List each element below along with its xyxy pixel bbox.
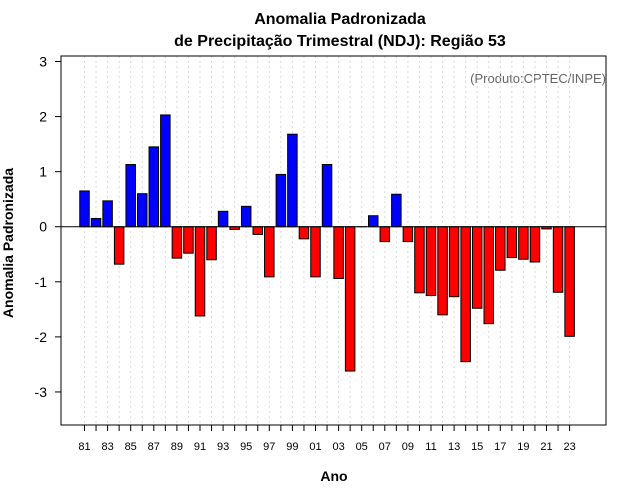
x-tick-label: 93 [217, 441, 229, 453]
x-tick-label: 11 [425, 441, 436, 453]
bar-97 [264, 226, 275, 278]
bar-14 [460, 226, 471, 363]
bar-23 [564, 226, 575, 337]
x-tick-label: 89 [171, 441, 183, 453]
bar-89 [171, 226, 183, 259]
bar-07 [379, 226, 391, 243]
bar-19 [518, 226, 529, 260]
bar-95 [240, 205, 252, 228]
x-tick-label: 97 [263, 441, 275, 453]
x-tick-label: 15 [471, 441, 483, 453]
bar-85 [125, 164, 136, 228]
x-tick-label: 95 [240, 441, 252, 453]
bar-12 [437, 226, 448, 316]
bar-99 [287, 133, 298, 228]
credit-text: (Produto:CPTEC/INPE) [470, 71, 606, 86]
bars [79, 114, 575, 372]
bar-13 [448, 226, 460, 298]
bar-16 [483, 226, 494, 325]
x-tick-label: 85 [125, 441, 137, 453]
bar-18 [506, 226, 518, 259]
x-tick-label: 23 [563, 441, 575, 453]
bar-88 [160, 114, 171, 228]
bar-90 [183, 226, 194, 254]
x-tick-label: 03 [332, 441, 344, 453]
bar-83 [102, 200, 113, 228]
x-tick-label: 87 [148, 441, 160, 453]
chart-title-line1: Anomalia Padronizada [254, 11, 426, 28]
x-tick-label: 99 [286, 441, 298, 453]
x-tick-label: 21 [540, 441, 552, 453]
plot-frame [60, 55, 607, 426]
x-tick-label: 91 [194, 441, 206, 453]
x-tick-label: 83 [101, 441, 113, 453]
bar-10 [414, 226, 425, 294]
y-tick-label: -3 [35, 384, 48, 400]
y-tick-label: 3 [39, 54, 47, 70]
gridlines [84, 56, 571, 425]
y-tick-label: 2 [39, 109, 47, 125]
bar-04 [344, 226, 356, 372]
chart-title-line2: de Precipitação Trimestral (NDJ): Região… [174, 33, 506, 50]
bar-06 [368, 215, 379, 228]
bar-08 [391, 193, 402, 228]
bar-84 [113, 226, 125, 265]
y-axis-label: Anomalia Padronizada [0, 168, 16, 318]
bar-00 [298, 226, 310, 240]
y-tick-label: 0 [39, 219, 47, 235]
x-tick-label: 17 [494, 441, 506, 453]
bar-22 [552, 226, 564, 293]
bar-09 [402, 226, 414, 243]
bar-81 [79, 190, 90, 228]
x-axis-label: Ano [320, 468, 347, 484]
bar-11 [425, 226, 437, 297]
x-tick-label: 19 [517, 441, 529, 453]
x-tick-label: 05 [356, 441, 368, 453]
bar-91 [194, 226, 206, 317]
x-tick-label: 13 [448, 441, 460, 453]
bar-98 [275, 173, 287, 228]
bar-01 [310, 226, 321, 278]
bar-96 [252, 226, 263, 235]
bar-92 [206, 226, 217, 261]
y-tick-label: -2 [35, 329, 48, 345]
bar-82 [90, 217, 102, 228]
x-tick-label: 81 [78, 441, 90, 453]
bar-17 [495, 226, 506, 271]
x-tick-label: 09 [402, 441, 414, 453]
y-tick-label: -1 [35, 274, 48, 290]
x-ticks: 81 83 85 87 89 91 93 95 97 99 01 03 05 07 09 11 13 15 17 19… [78, 425, 576, 453]
bar-15 [471, 226, 483, 309]
bar-02 [321, 164, 333, 228]
y-ticks: -3 -2 -1 0 1 2 3 [35, 54, 61, 400]
y-tick-label: 1 [39, 164, 47, 180]
x-tick-label: 01 [309, 441, 321, 453]
bar-93 [217, 210, 229, 228]
bar-86 [137, 193, 148, 228]
bar-03 [333, 226, 344, 279]
bar-20 [529, 226, 541, 263]
x-tick-label: 07 [379, 441, 391, 453]
bar-87 [148, 146, 160, 228]
